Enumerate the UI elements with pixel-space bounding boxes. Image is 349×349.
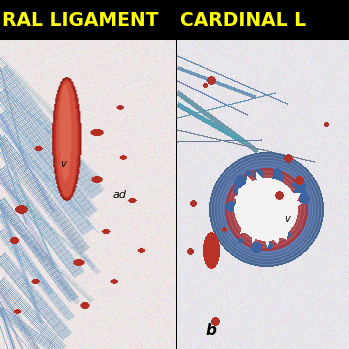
Text: CARDINAL L: CARDINAL L [179, 10, 306, 30]
Text: RAL LIGAMENT: RAL LIGAMENT [2, 10, 158, 30]
Text: ad: ad [112, 190, 126, 200]
Text: b: b [206, 323, 216, 338]
Text: v: v [60, 159, 66, 169]
Text: v: v [284, 214, 290, 224]
